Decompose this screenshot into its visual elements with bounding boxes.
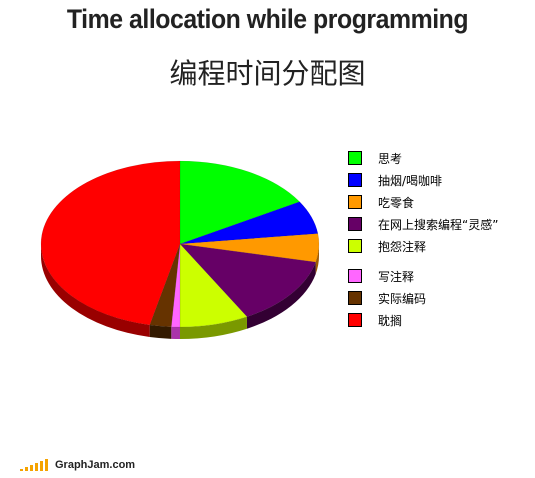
pie-slice-4: [179, 243, 248, 328]
pie-slice-0: [179, 160, 301, 245]
legend-label-5: 写注释: [378, 269, 415, 284]
pie-slice-side-3: [246, 262, 316, 329]
pie-slice-1: [179, 201, 319, 245]
legend-item-4: 抱怨注释: [348, 238, 426, 254]
legend-label-4: 抱怨注释: [378, 239, 427, 254]
legend-item-7: 耽搁: [348, 312, 402, 328]
legend-swatch-5: [348, 269, 362, 283]
legend-swatch-1: [348, 173, 362, 187]
legend-label-1: 抽烟/喝咖啡: [378, 173, 443, 188]
legend-label-2: 吃零食: [378, 195, 415, 210]
pie-slice-2: [179, 233, 320, 263]
pie-slice-3: [179, 243, 316, 318]
graphjam-logo-icon: [20, 459, 50, 471]
legend-swatch-7: [348, 313, 362, 327]
pie-slice-side-6: [149, 325, 172, 339]
pie-slice-5: [170, 243, 181, 328]
legend-swatch-2: [348, 195, 362, 209]
pie-slice-side-2: [315, 244, 319, 275]
legend-label-3: 在网上搜索编程“灵感”: [378, 217, 499, 232]
pie-slice-7: [40, 160, 181, 326]
legend-label-6: 实际编码: [378, 291, 427, 306]
pie-slice-side-4: [180, 316, 247, 339]
legend-item-3: 在网上搜索编程“灵感”: [348, 216, 498, 232]
footer-brand[interactable]: GraphJam.com: [55, 459, 136, 471]
legend-item-6: 实际编码: [348, 290, 426, 306]
legend-item-1: 抽烟/喝咖啡: [348, 172, 442, 188]
legend-label-0: 思考: [378, 151, 403, 166]
pie-slice-side-7: [41, 244, 150, 338]
legend-swatch-0: [348, 151, 362, 165]
pie-slice-6: [149, 243, 181, 328]
legend-label-7: 耽搁: [378, 313, 403, 328]
chart-title: Time allocation while programming: [66, 4, 469, 34]
pie-slice-side-5: [171, 326, 180, 339]
legend-item-0: 思考: [348, 150, 402, 166]
chart-subtitle: 编程时间分配图: [169, 57, 366, 90]
legend-item-5: 写注释: [348, 268, 414, 284]
legend-swatch-4: [348, 239, 362, 253]
legend-item-2: 吃零食: [348, 194, 414, 210]
legend-swatch-3: [348, 217, 362, 231]
legend-swatch-6: [348, 291, 362, 305]
pie-side-group: [41, 244, 319, 339]
footer: GraphJam.com: [20, 459, 135, 471]
